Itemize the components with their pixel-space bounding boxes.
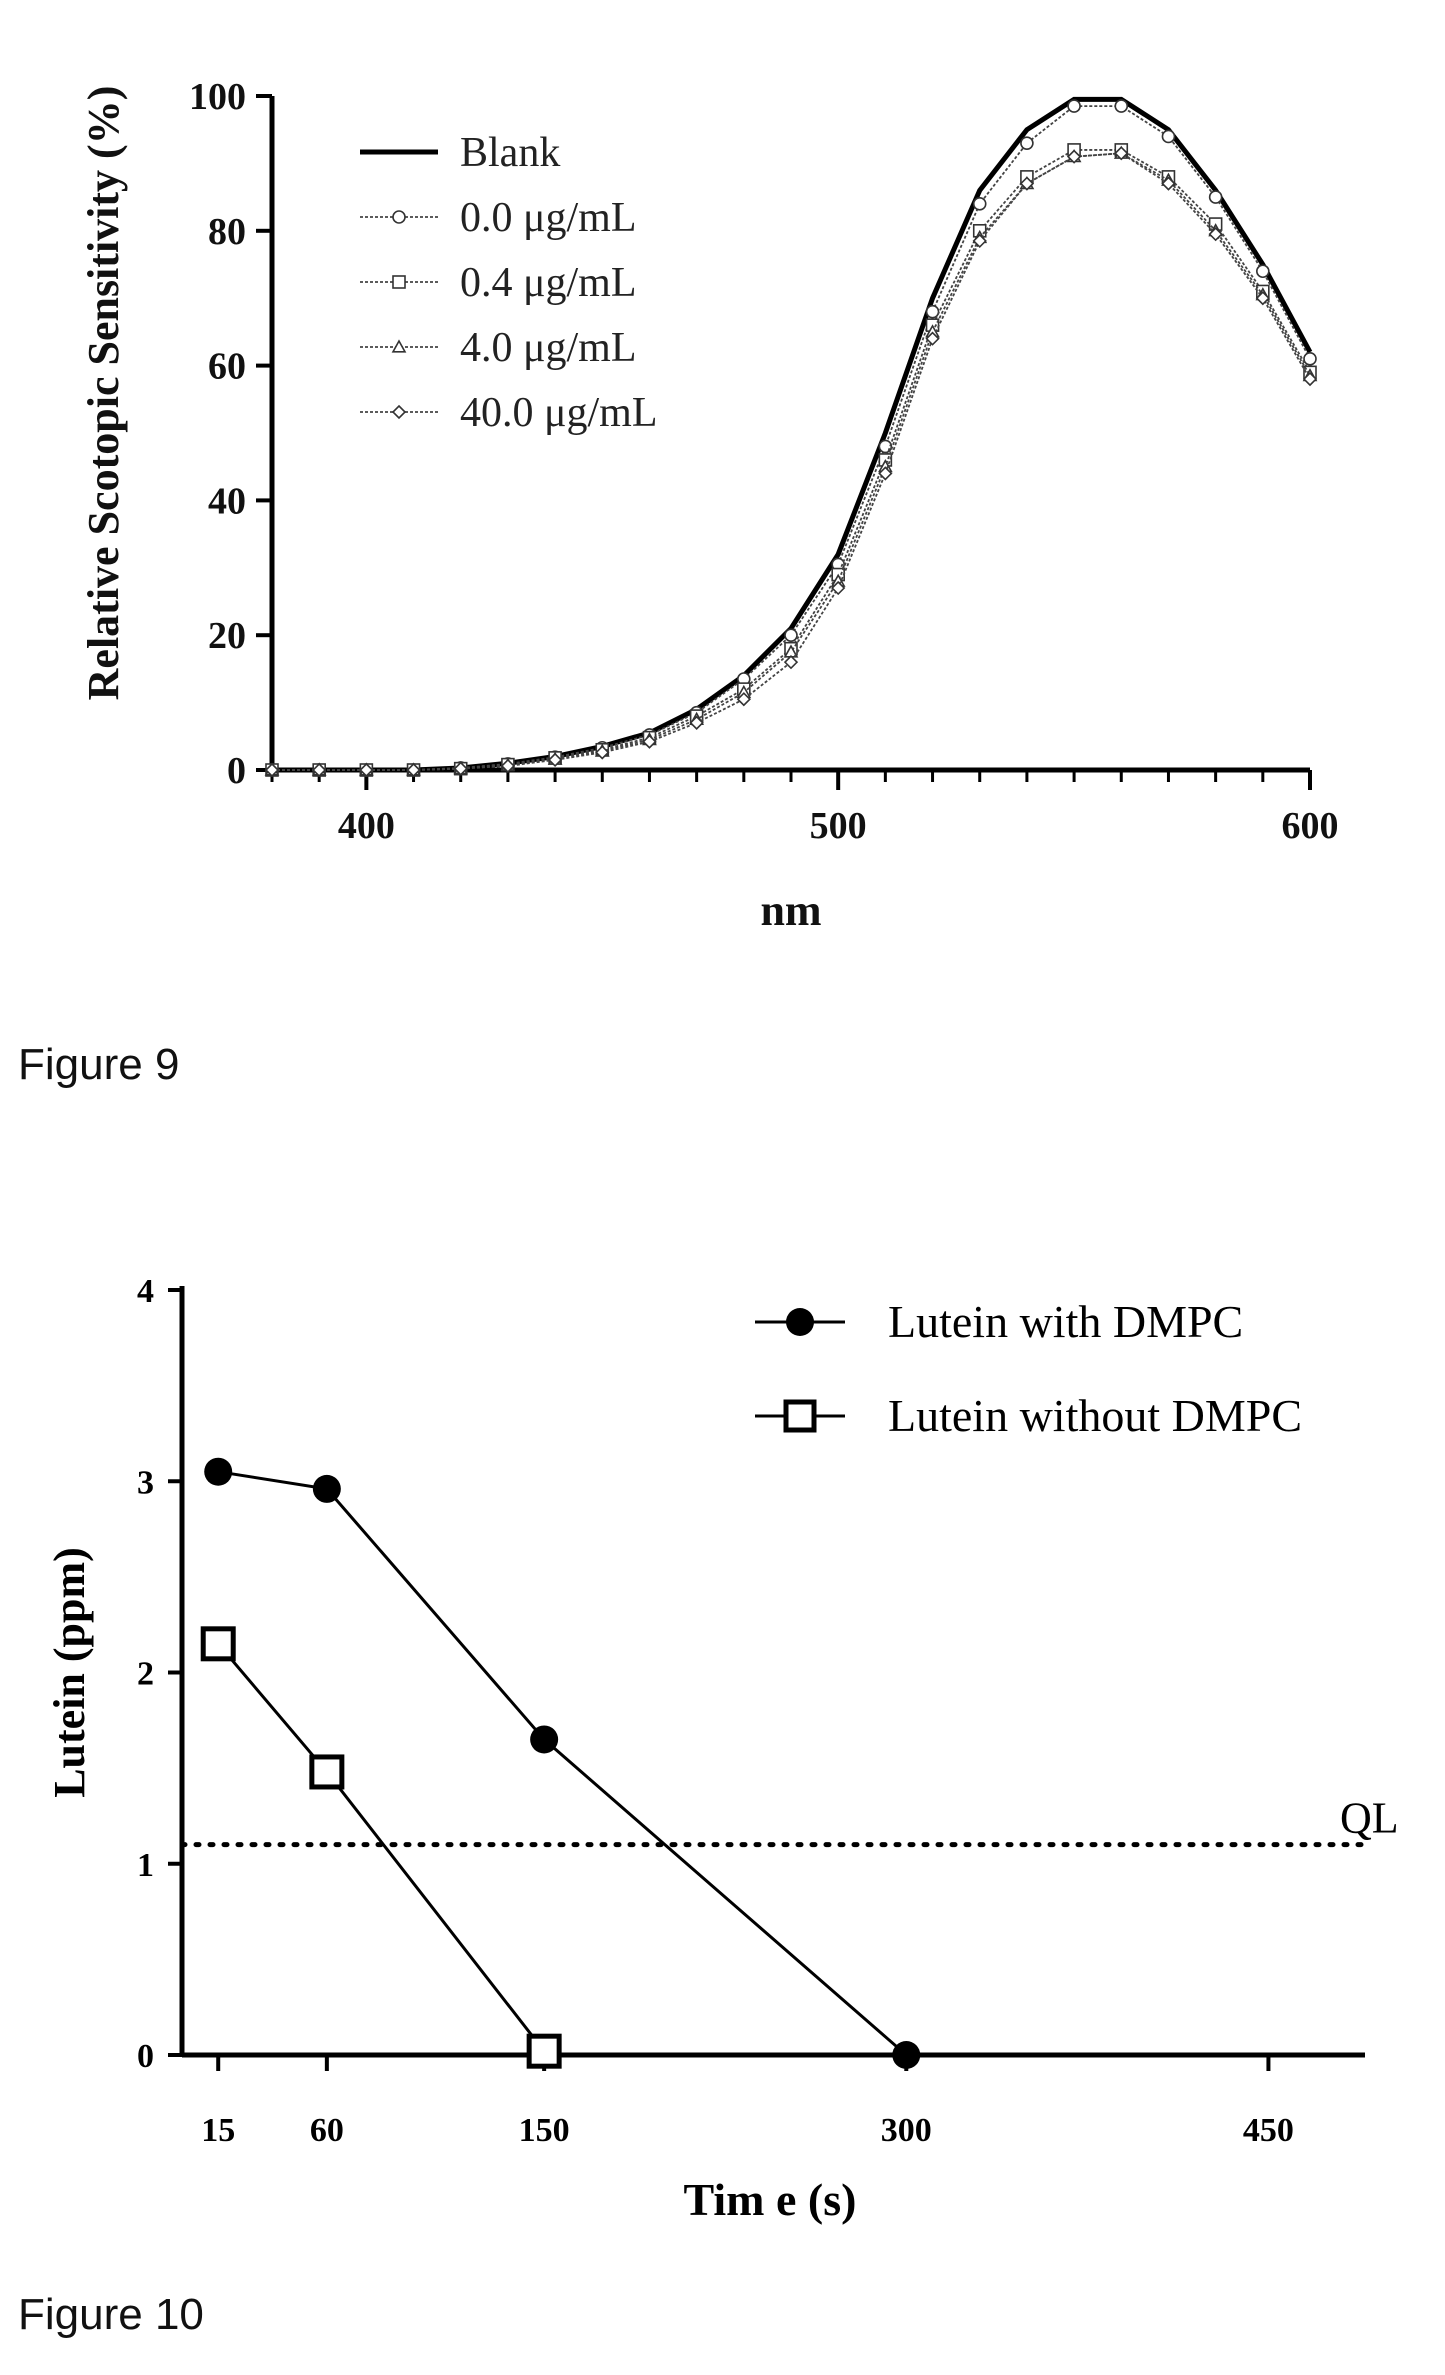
data-point xyxy=(736,692,751,707)
legend-item-0: Blank xyxy=(360,130,560,176)
legend-label: 0.0 μg/mL xyxy=(460,195,637,241)
series-4 xyxy=(264,146,1318,778)
series-line xyxy=(217,1470,908,2057)
data-point xyxy=(453,761,468,776)
figure-10-caption: Figure 10 xyxy=(18,2290,204,2339)
data-point xyxy=(500,758,516,774)
data-point xyxy=(406,762,421,778)
legend-marker xyxy=(786,1308,814,1336)
data-point xyxy=(547,752,563,768)
x-tick-label: 150 xyxy=(519,2112,570,2149)
legend-label: Blank xyxy=(460,130,560,176)
x-tick-label: 600 xyxy=(1282,805,1339,847)
y-axis-label: Lutein (ppm) xyxy=(45,1547,94,1798)
data-point xyxy=(925,331,940,346)
y-tick-label: 2 xyxy=(137,1656,154,1693)
legend-label: 40.0 μg/mL xyxy=(460,390,658,436)
data-point xyxy=(204,1457,233,1486)
legend-item-3: 4.0 μg/mL xyxy=(360,325,637,371)
y-tick-label: 1 xyxy=(137,1847,154,1884)
legend-label: Lutein without DMPC xyxy=(888,1390,1302,1441)
data-point xyxy=(1302,371,1318,387)
figure-9-chart: 0 20 40 60 80 100 400 500 600 nm Relative Scotopic… xyxy=(79,76,1339,935)
y-tick-label: 60 xyxy=(208,346,246,388)
data-point xyxy=(1208,227,1223,242)
legend-label: Lutein with DMPC xyxy=(888,1296,1243,1347)
legend-marker xyxy=(391,404,407,420)
series-line xyxy=(217,1642,546,2053)
data-point xyxy=(783,655,799,670)
data-point xyxy=(595,745,610,760)
series-line xyxy=(272,152,1311,771)
data-point xyxy=(892,2041,921,2069)
data-point xyxy=(1161,176,1176,191)
x-axis-label: Tim e (s) xyxy=(684,2174,857,2225)
y-tick-label: 40 xyxy=(208,480,246,522)
legend-item-2: 0.4 μg/mL xyxy=(360,260,637,306)
legend-label: 4.0 μg/mL xyxy=(460,325,637,371)
data-point xyxy=(1255,291,1270,306)
y-tick-label: 3 xyxy=(137,1464,154,1501)
series-1 xyxy=(200,1626,562,2069)
series-0 xyxy=(204,1457,921,2069)
y-tick-label: 0 xyxy=(137,2038,154,2075)
y-axis-label: Relative Scotopic Sensitivity (%) xyxy=(79,86,128,701)
data-point xyxy=(264,762,280,778)
x-tick-label: 15 xyxy=(201,2112,235,2149)
data-point xyxy=(972,233,987,249)
legend-label: 0.4 μg/mL xyxy=(460,260,637,306)
figure-9-caption: Figure 9 xyxy=(18,1040,180,1089)
x-tick-label: 500 xyxy=(810,805,867,847)
series-line xyxy=(272,149,1311,771)
data-point xyxy=(1303,352,1317,366)
y-tick-label: 20 xyxy=(208,615,246,657)
legend-marker xyxy=(392,275,406,289)
x-tick-label: 450 xyxy=(1243,2112,1294,2149)
data-point xyxy=(972,197,987,211)
x-tick-label: 400 xyxy=(338,805,395,847)
data-point xyxy=(1019,176,1035,191)
data-point xyxy=(878,466,893,481)
data-point xyxy=(359,762,374,778)
data-point xyxy=(1208,190,1223,204)
data-point xyxy=(831,580,846,596)
data-point xyxy=(642,734,657,749)
data-point xyxy=(689,715,704,730)
data-point xyxy=(1161,129,1176,144)
y-tick-label: 4 xyxy=(137,1273,154,1310)
data-point xyxy=(1114,146,1129,161)
y-tick-label: 80 xyxy=(208,211,246,253)
data-point xyxy=(1067,99,1081,113)
data-point xyxy=(526,2033,562,2069)
data-point xyxy=(1020,136,1034,150)
legend-marker xyxy=(392,210,406,224)
data-point xyxy=(309,1754,345,1790)
data-point xyxy=(1066,149,1082,164)
data-point xyxy=(784,628,798,643)
data-point xyxy=(925,304,940,319)
data-point xyxy=(200,1626,236,1662)
x-tick-label: 300 xyxy=(881,2112,932,2149)
data-point xyxy=(1256,264,1270,279)
data-point xyxy=(312,762,327,778)
ql-label: QL xyxy=(1340,1794,1399,1843)
legend-item-1: 0.0 μg/mL xyxy=(360,195,637,241)
data-point xyxy=(1114,99,1129,113)
legend-marker xyxy=(783,1399,817,1433)
x-tick-label: 60 xyxy=(310,2112,344,2149)
y-tick-label: 100 xyxy=(189,76,246,118)
x-axis-label: nm xyxy=(760,886,821,935)
legend-item-0: Lutein with DMPC xyxy=(755,1296,1243,1347)
legend-marker xyxy=(391,339,407,353)
figure-10-chart: 0 1 2 3 4 15 60 150 300 450 Tim e (s) Lutein (ppm) Q… xyxy=(45,1273,1399,2225)
legend-item-1: Lutein without DMPC xyxy=(755,1390,1302,1441)
legend-item-4: 40.0 μg/mL xyxy=(360,390,658,436)
data-point xyxy=(312,1474,341,1503)
y-tick-label: 0 xyxy=(227,750,246,792)
data-point xyxy=(530,1725,559,1754)
